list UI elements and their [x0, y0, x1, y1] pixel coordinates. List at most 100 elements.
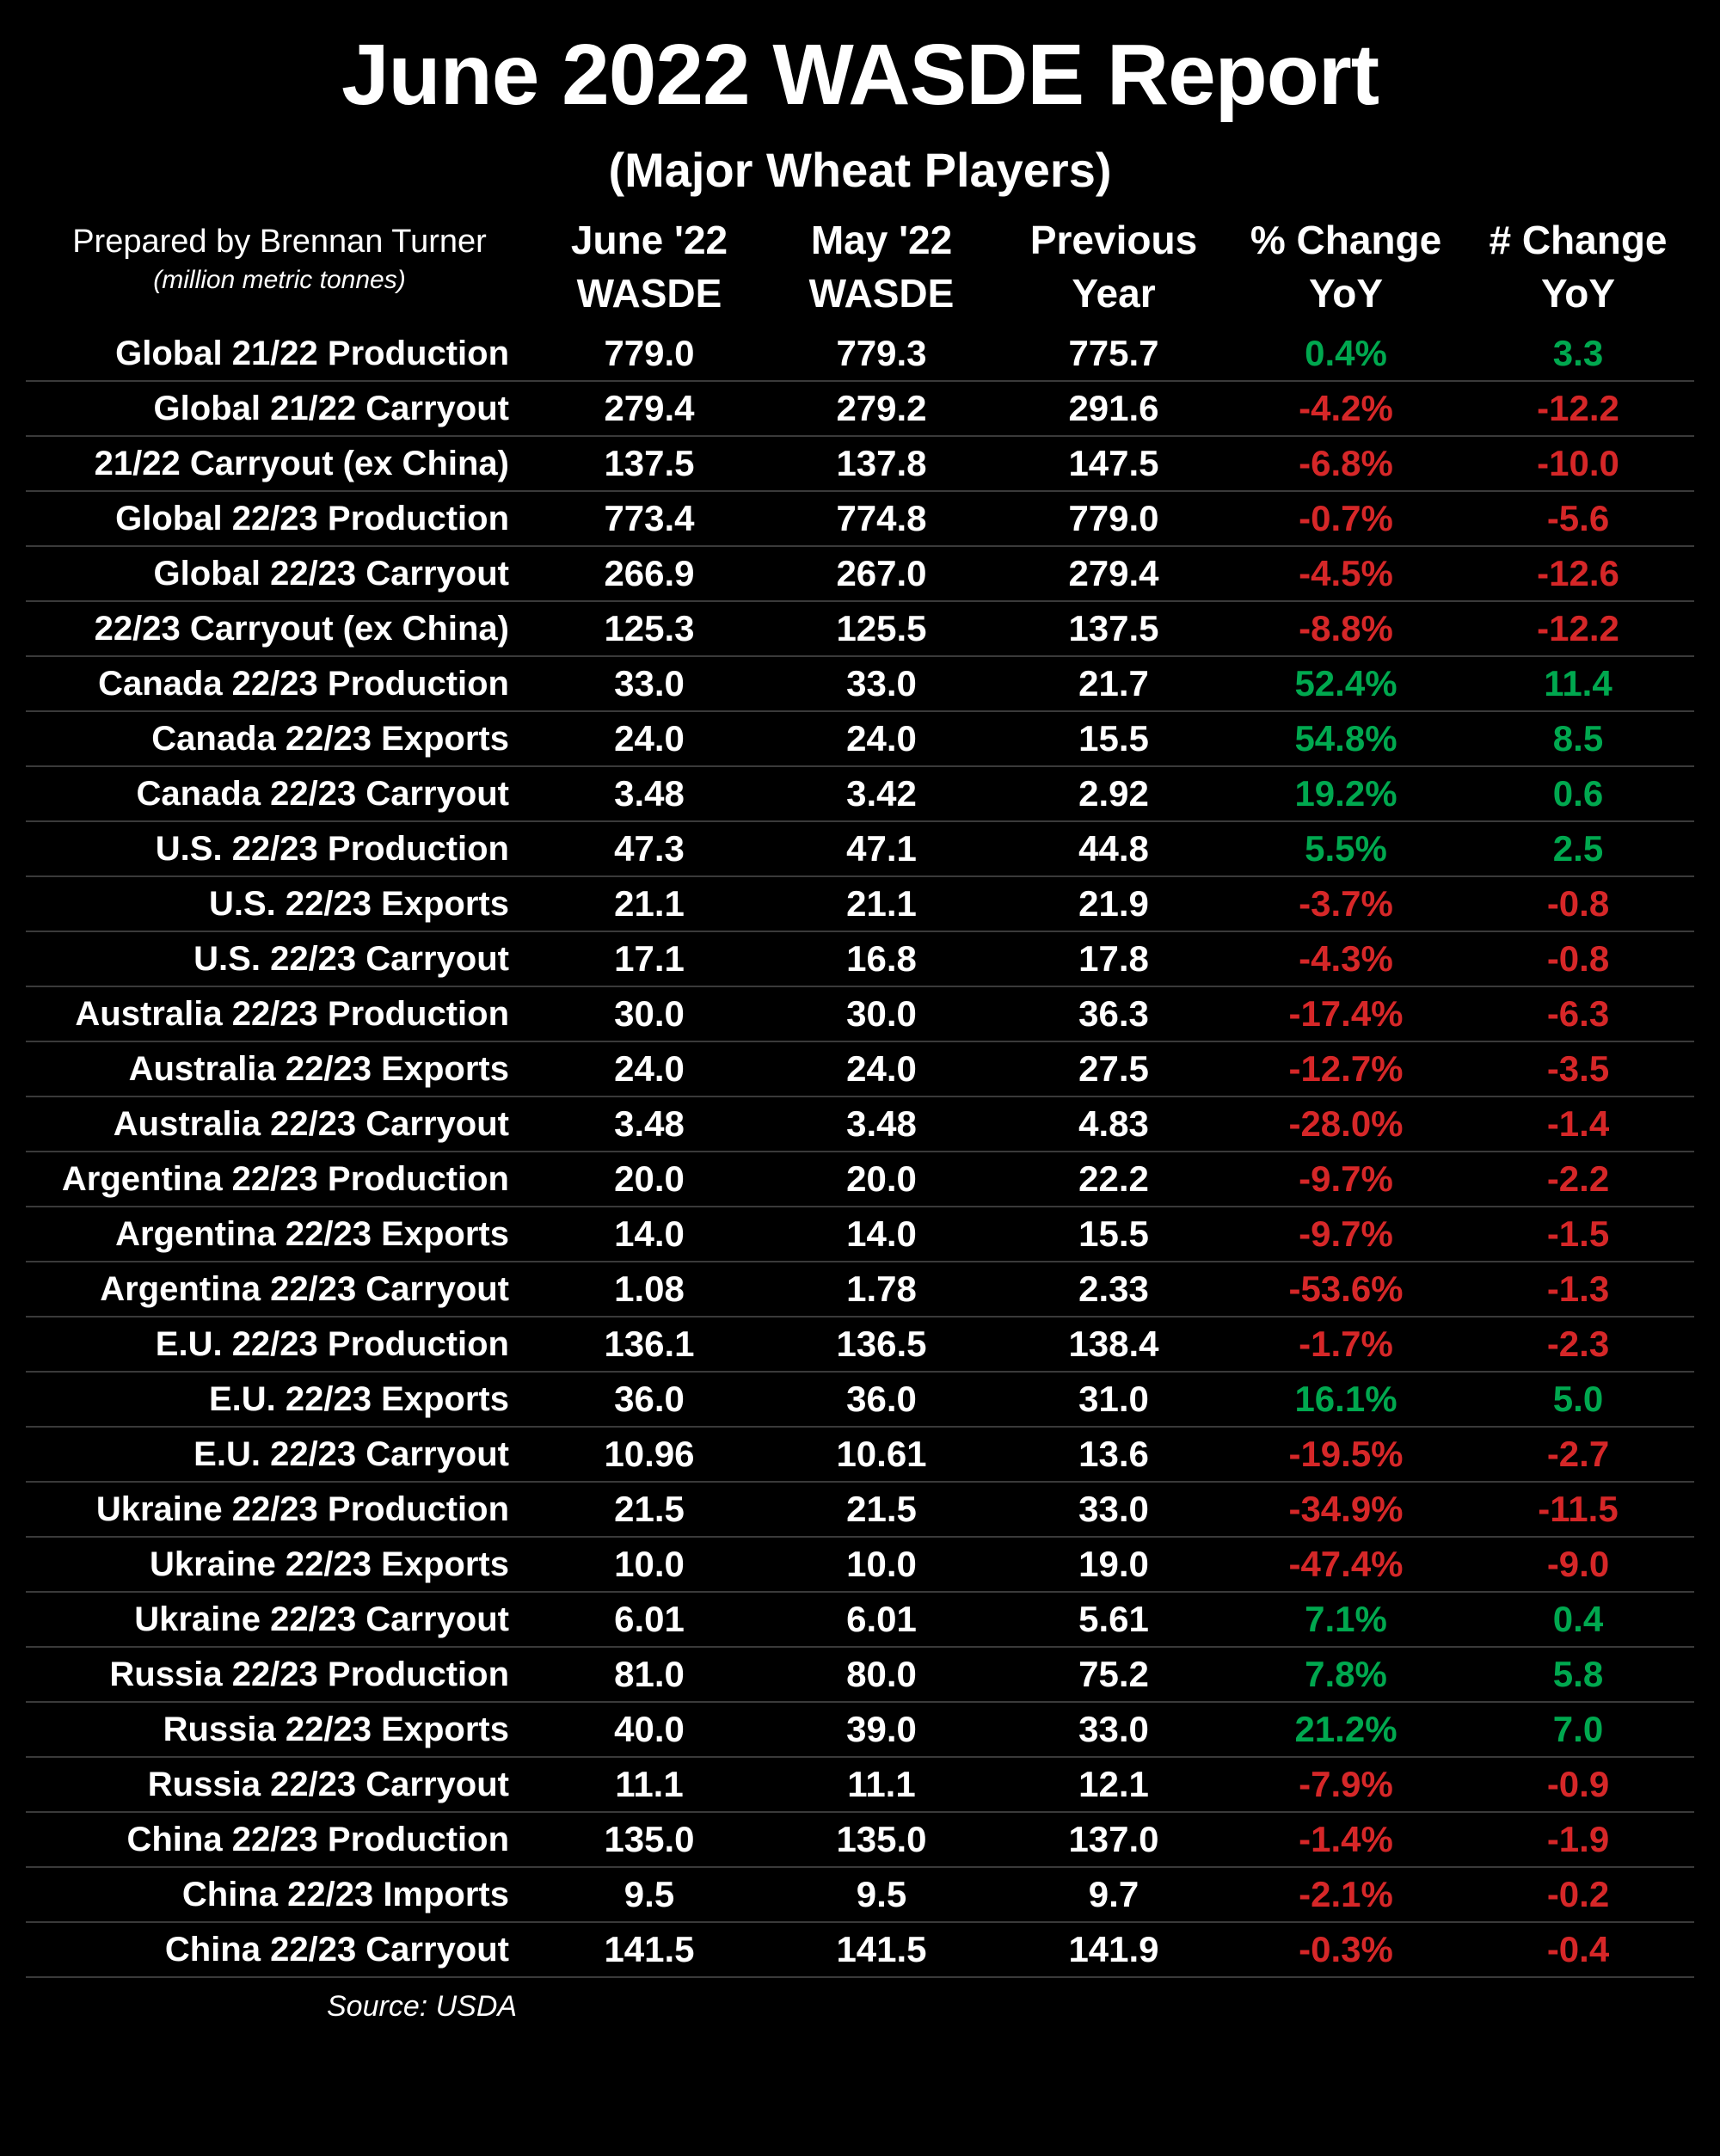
report-subtitle: (Major Wheat Players)	[26, 142, 1694, 198]
cell-num-change: -2.7	[1462, 1434, 1694, 1475]
cell-pct-change: -12.7%	[1230, 1048, 1462, 1090]
cell-num-change: -11.5	[1462, 1489, 1694, 1530]
cell-num-change: 11.4	[1462, 663, 1694, 704]
column-header-0: June '22WASDE	[533, 213, 765, 320]
cell-jun: 3.48	[533, 773, 765, 814]
row-label: Canada 22/23 Exports	[26, 720, 533, 759]
cell-jun: 24.0	[533, 718, 765, 759]
cell-may: 21.1	[765, 883, 998, 924]
cell-prev: 33.0	[998, 1709, 1230, 1750]
table-row: Australia 22/23 Carryout3.483.484.83-28.…	[26, 1097, 1694, 1152]
cell-prev: 21.9	[998, 883, 1230, 924]
cell-num-change: -12.2	[1462, 388, 1694, 429]
table-row: Argentina 22/23 Exports14.014.015.5-9.7%…	[26, 1207, 1694, 1262]
cell-may: 24.0	[765, 1048, 998, 1090]
cell-jun: 47.3	[533, 828, 765, 869]
cell-prev: 12.1	[998, 1764, 1230, 1805]
cell-jun: 21.5	[533, 1489, 765, 1530]
table-row: 22/23 Carryout (ex China)125.3125.5137.5…	[26, 602, 1694, 657]
cell-prev: 44.8	[998, 828, 1230, 869]
cell-pct-change: -7.9%	[1230, 1764, 1462, 1805]
cell-prev: 19.0	[998, 1544, 1230, 1585]
row-label: Russia 22/23 Production	[26, 1655, 533, 1694]
cell-num-change: -5.6	[1462, 498, 1694, 539]
cell-may: 24.0	[765, 718, 998, 759]
column-header-line1: June '22	[533, 213, 765, 267]
cell-num-change: 0.6	[1462, 773, 1694, 814]
table-row: Global 22/23 Production773.4774.8779.0-0…	[26, 492, 1694, 547]
cell-jun: 141.5	[533, 1929, 765, 1970]
column-header-line2: YoY	[1462, 267, 1694, 320]
row-label: Argentina 22/23 Exports	[26, 1215, 533, 1254]
table-row: 21/22 Carryout (ex China)137.5137.8147.5…	[26, 437, 1694, 492]
row-label: China 22/23 Production	[26, 1821, 533, 1859]
table-row: Ukraine 22/23 Production21.521.533.0-34.…	[26, 1483, 1694, 1538]
cell-pct-change: -47.4%	[1230, 1544, 1462, 1585]
cell-pct-change: -4.3%	[1230, 938, 1462, 980]
cell-may: 3.42	[765, 773, 998, 814]
cell-may: 279.2	[765, 388, 998, 429]
cell-jun: 20.0	[533, 1158, 765, 1200]
cell-prev: 15.5	[998, 718, 1230, 759]
cell-may: 779.3	[765, 333, 998, 374]
table-row: U.S. 22/23 Carryout17.116.817.8-4.3%-0.8	[26, 932, 1694, 987]
cell-prev: 5.61	[998, 1599, 1230, 1640]
cell-num-change: -1.4	[1462, 1103, 1694, 1145]
column-header-line1: May '22	[765, 213, 998, 267]
cell-prev: 13.6	[998, 1434, 1230, 1475]
cell-pct-change: -8.8%	[1230, 608, 1462, 649]
cell-pct-change: -53.6%	[1230, 1268, 1462, 1310]
report-title: June 2022 WASDE Report	[26, 26, 1694, 125]
cell-may: 21.5	[765, 1489, 998, 1530]
cell-may: 141.5	[765, 1929, 998, 1970]
cell-may: 10.61	[765, 1434, 998, 1475]
cell-prev: 36.3	[998, 993, 1230, 1035]
cell-num-change: -0.4	[1462, 1929, 1694, 1970]
cell-pct-change: 7.8%	[1230, 1654, 1462, 1695]
table-row: E.U. 22/23 Production136.1136.5138.4-1.7…	[26, 1318, 1694, 1373]
cell-prev: 775.7	[998, 333, 1230, 374]
column-header-1: May '22WASDE	[765, 213, 998, 320]
cell-pct-change: -34.9%	[1230, 1489, 1462, 1530]
cell-prev: 21.7	[998, 663, 1230, 704]
cell-prev: 2.92	[998, 773, 1230, 814]
cell-num-change: 8.5	[1462, 718, 1694, 759]
cell-jun: 10.0	[533, 1544, 765, 1585]
cell-num-change: -3.5	[1462, 1048, 1694, 1090]
row-label: U.S. 22/23 Carryout	[26, 940, 533, 979]
cell-prev: 291.6	[998, 388, 1230, 429]
cell-prev: 9.7	[998, 1874, 1230, 1915]
cell-prev: 31.0	[998, 1379, 1230, 1420]
cell-pct-change: -17.4%	[1230, 993, 1462, 1035]
cell-may: 10.0	[765, 1544, 998, 1585]
cell-num-change: -2.3	[1462, 1324, 1694, 1365]
table-row: Australia 22/23 Exports24.024.027.5-12.7…	[26, 1042, 1694, 1097]
row-label: China 22/23 Carryout	[26, 1931, 533, 1969]
cell-may: 80.0	[765, 1654, 998, 1695]
row-label: 21/22 Carryout (ex China)	[26, 445, 533, 483]
cell-prev: 75.2	[998, 1654, 1230, 1695]
cell-pct-change: 21.2%	[1230, 1709, 1462, 1750]
table-row: Ukraine 22/23 Carryout6.016.015.617.1%0.…	[26, 1593, 1694, 1648]
table-row: China 22/23 Production135.0135.0137.0-1.…	[26, 1813, 1694, 1868]
cell-jun: 36.0	[533, 1379, 765, 1420]
row-label: Global 22/23 Production	[26, 500, 533, 538]
cell-prev: 141.9	[998, 1929, 1230, 1970]
cell-num-change: -12.2	[1462, 608, 1694, 649]
table-row: Global 21/22 Carryout279.4279.2291.6-4.2…	[26, 382, 1694, 437]
cell-jun: 40.0	[533, 1709, 765, 1750]
cell-may: 136.5	[765, 1324, 998, 1365]
row-label: Global 21/22 Production	[26, 335, 533, 373]
cell-num-change: 7.0	[1462, 1709, 1694, 1750]
cell-prev: 137.0	[998, 1819, 1230, 1860]
cell-num-change: -1.5	[1462, 1213, 1694, 1255]
cell-pct-change: 16.1%	[1230, 1379, 1462, 1420]
row-label: Global 21/22 Carryout	[26, 390, 533, 428]
cell-jun: 137.5	[533, 443, 765, 484]
cell-prev: 137.5	[998, 608, 1230, 649]
cell-pct-change: -4.2%	[1230, 388, 1462, 429]
cell-pct-change: 52.4%	[1230, 663, 1462, 704]
row-label: E.U. 22/23 Production	[26, 1325, 533, 1364]
column-header-line2: Year	[998, 267, 1230, 320]
cell-jun: 14.0	[533, 1213, 765, 1255]
